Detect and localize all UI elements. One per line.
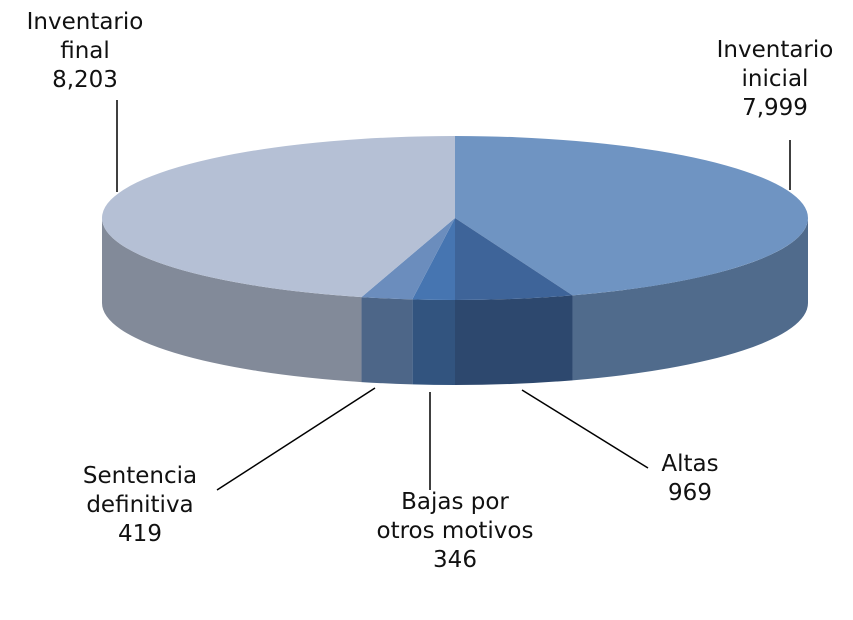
slice-side — [412, 299, 455, 385]
slice — [102, 136, 455, 298]
slice — [412, 218, 455, 300]
slice-side — [455, 295, 573, 385]
slice-label: Altas 969 — [640, 450, 740, 508]
value-label: 8,203 — [52, 67, 118, 93]
value-label: 7,999 — [742, 95, 808, 121]
value-label: 419 — [118, 521, 162, 547]
category-label: Altas — [661, 451, 719, 477]
slice-label: Inventario inicial 7,999 — [690, 36, 853, 123]
leader-line — [521, 389, 649, 469]
leader-line — [216, 387, 376, 491]
value-label: 969 — [668, 480, 712, 506]
category-label: Bajas por otros motivos — [376, 489, 534, 544]
slice — [455, 218, 573, 300]
value-label: 346 — [433, 547, 477, 573]
slice-side — [361, 297, 413, 385]
slice-label: Bajas por otros motivos 346 — [375, 488, 535, 575]
slice-side — [102, 218, 362, 383]
slice-label: Sentencia definitiva 419 — [40, 462, 240, 549]
slice — [361, 218, 455, 300]
category-label: Sentencia definitiva — [82, 463, 198, 518]
category-label: Inventario final — [26, 9, 144, 64]
slice-side — [572, 218, 808, 381]
slice — [455, 136, 808, 296]
category-label: Inventario inicial — [716, 37, 834, 92]
slice-label: Inventario final 8,203 — [0, 8, 170, 95]
